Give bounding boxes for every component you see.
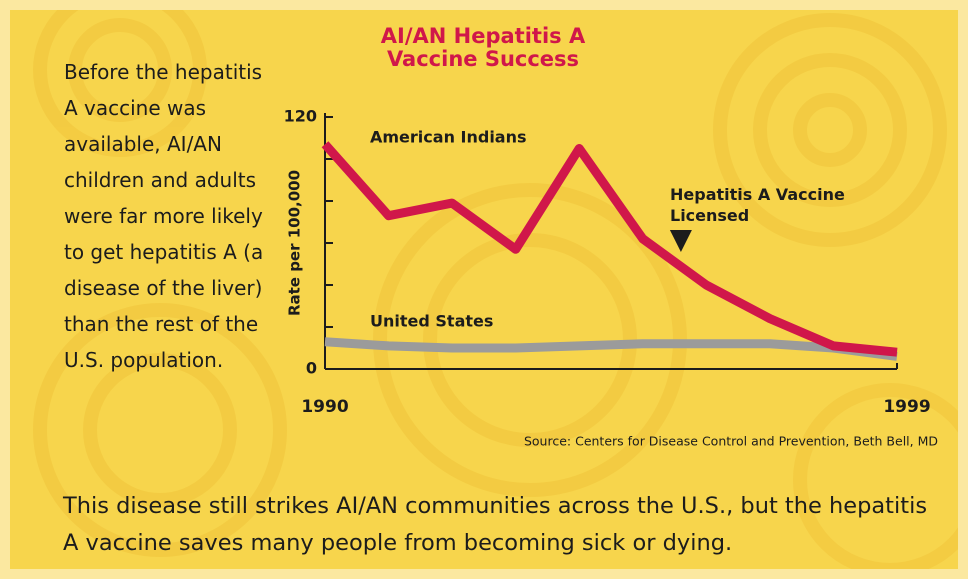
decor: [33, 10, 958, 569]
y-axis-label: Rate per 100,000: [286, 170, 304, 316]
source: Source: Centers for Disease Control and …: [524, 434, 938, 449]
series-line: [321, 141, 898, 357]
annotation-text: Hepatitis A Vaccine Licensed: [670, 185, 845, 225]
y-tick-label: 0: [306, 359, 317, 378]
panel: Before the hepatitis A vaccine was avail…: [10, 10, 958, 569]
series-label: United States: [370, 312, 493, 331]
series-line: [324, 337, 898, 361]
x-tick-label: 1999: [883, 397, 930, 417]
y-tick-label: 120: [284, 107, 317, 126]
footer-text: This disease still strikes AI/AN communi…: [63, 493, 928, 556]
sidebar-text: Before the hepatitis A vaccine was avail…: [64, 60, 264, 372]
annotation-marker: [669, 230, 692, 252]
chart-title: AI/AN Hepatitis A Vaccine Success: [380, 24, 586, 71]
chart: 0 120 1990 1999 Rate per 100,000 Source: Cent…: [284, 107, 938, 449]
series-label: American Indians: [370, 128, 527, 147]
x-tick-label: 1990: [301, 397, 348, 417]
